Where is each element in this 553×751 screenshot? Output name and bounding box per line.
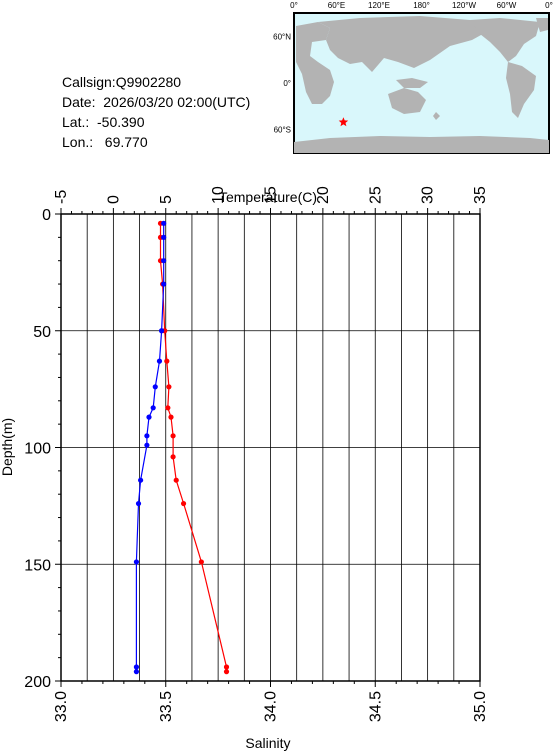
salinity-data-point	[133, 669, 140, 675]
world-map: 0° 60°E 120°E 180° 120°W 60°W 0° 60°N 0° 60°S	[273, 1, 553, 154]
salinity-data-point	[152, 384, 158, 390]
date-text: Date: 2026/03/20 02:00(UTC)	[62, 94, 251, 110]
map-lon-label: 0°	[290, 1, 298, 10]
temperature-tick-label: 10	[210, 186, 227, 204]
salinity-data-point	[161, 281, 167, 287]
temperature-tick-label: 5	[158, 195, 175, 204]
profile-location-marker	[338, 117, 349, 127]
latitude-text: Lat.: -50.390	[62, 114, 145, 130]
map-lon-label: 60°E	[328, 1, 345, 10]
temperature-data-point	[164, 358, 170, 364]
salinity-data-point	[133, 559, 140, 565]
landmass-indonesia	[396, 78, 428, 88]
landmass-new-zealand	[433, 112, 440, 120]
salinity-data-point	[161, 258, 167, 264]
temperature-data-point	[173, 477, 179, 483]
temperature-data-point	[180, 500, 187, 507]
map-lon-label: 0°	[545, 1, 553, 10]
salinity-tick-label: 34.0	[263, 691, 280, 722]
salinity-data-point	[144, 442, 150, 448]
callsign-text: Callsign:Q9902280	[62, 74, 182, 90]
landmass-asia	[318, 16, 490, 72]
profile-series	[133, 220, 230, 675]
temperature-data-point	[223, 664, 230, 670]
landmass-antarctica	[294, 136, 549, 153]
temperature-data-point	[223, 669, 230, 675]
map-land	[294, 16, 549, 153]
salinity-profile-line	[135, 223, 165, 672]
temperature-data-point	[165, 405, 171, 411]
salinity-data-point	[133, 664, 140, 670]
map-lat-label: 60°N	[273, 32, 291, 41]
temperature-tick-label: 30	[420, 186, 437, 204]
salinity-data-point	[161, 220, 167, 226]
landmass-south-america	[506, 62, 536, 118]
salinity-data-point	[158, 328, 165, 334]
salinity-axis-title: Salinity	[245, 735, 290, 751]
map-lon-label: 60°W	[497, 1, 517, 10]
salinity-tick-label: 35.0	[472, 691, 489, 722]
map-lat-label: 60°S	[274, 126, 291, 135]
star-icon	[338, 117, 349, 127]
map-lon-label: 180°	[413, 1, 430, 10]
temperature-tick-label: -5	[53, 190, 70, 204]
depth-tick-label: 100	[24, 441, 51, 458]
salinity-data-point	[150, 405, 156, 411]
temperature-tick-label: 35	[472, 186, 489, 204]
salinity-data-point	[135, 500, 142, 507]
temperature-tick-label: 0	[105, 195, 122, 204]
map-lon-label: 120°E	[368, 1, 390, 10]
salinity-tick-label: 33.0	[53, 691, 70, 722]
salinity-axis: 33.0 33.5 34.0 34.5 35.0	[53, 681, 489, 722]
salinity-data-point	[161, 234, 167, 240]
temperature-data-point	[166, 384, 172, 390]
temperature-data-point	[168, 414, 174, 420]
temperature-tick-label: 20	[315, 186, 332, 204]
profile-info: Callsign:Q9902280 Date: 2026/03/20 02:00…	[62, 72, 250, 152]
longitude-text: Lon.: 69.770	[62, 134, 148, 150]
profile-chart: -5 0 5 10 15 20 25 30 35 33.0 33.5 34.0 34.5 35.0 05…	[0, 186, 489, 751]
temperature-data-point	[170, 454, 176, 460]
landmass-australia	[388, 88, 426, 114]
temperature-axis: -5 0 5 10 15 20 25 30 35	[53, 186, 489, 214]
salinity-data-point	[138, 477, 144, 483]
depth-tick-label: 0	[42, 207, 51, 224]
landmass-greenland	[536, 18, 548, 32]
salinity-tick-label: 33.5	[158, 691, 175, 722]
depth-axis: 0 50 100 150 200	[24, 207, 61, 691]
chart-grid	[60, 213, 481, 682]
temperature-profile-line	[159, 223, 228, 672]
temperature-tick-label: 25	[367, 186, 384, 204]
temperature-data-point	[198, 559, 204, 565]
map-lat-label: 0°	[283, 79, 291, 88]
map-labels: 0° 60°E 120°E 180° 120°W 60°W 0° 60°N 0° 60°S	[273, 1, 553, 135]
depth-axis-title: Depth(m)	[0, 418, 15, 476]
map-lon-label: 120°W	[452, 1, 477, 10]
depth-tick-label: 50	[33, 324, 51, 341]
salinity-data-point	[156, 358, 163, 364]
depth-tick-label: 200	[24, 674, 51, 691]
salinity-tick-label: 34.5	[367, 691, 384, 722]
salinity-data-point	[146, 414, 152, 420]
temperature-axis-title: Temperature(C)	[219, 189, 317, 205]
temperature-data-point	[170, 433, 176, 439]
salinity-data-point	[144, 433, 150, 439]
temperature-tick-label: 15	[263, 186, 280, 204]
depth-tick-label: 150	[24, 557, 51, 574]
landmass-africa-europe	[296, 22, 334, 104]
landmass-north-america	[470, 18, 540, 62]
